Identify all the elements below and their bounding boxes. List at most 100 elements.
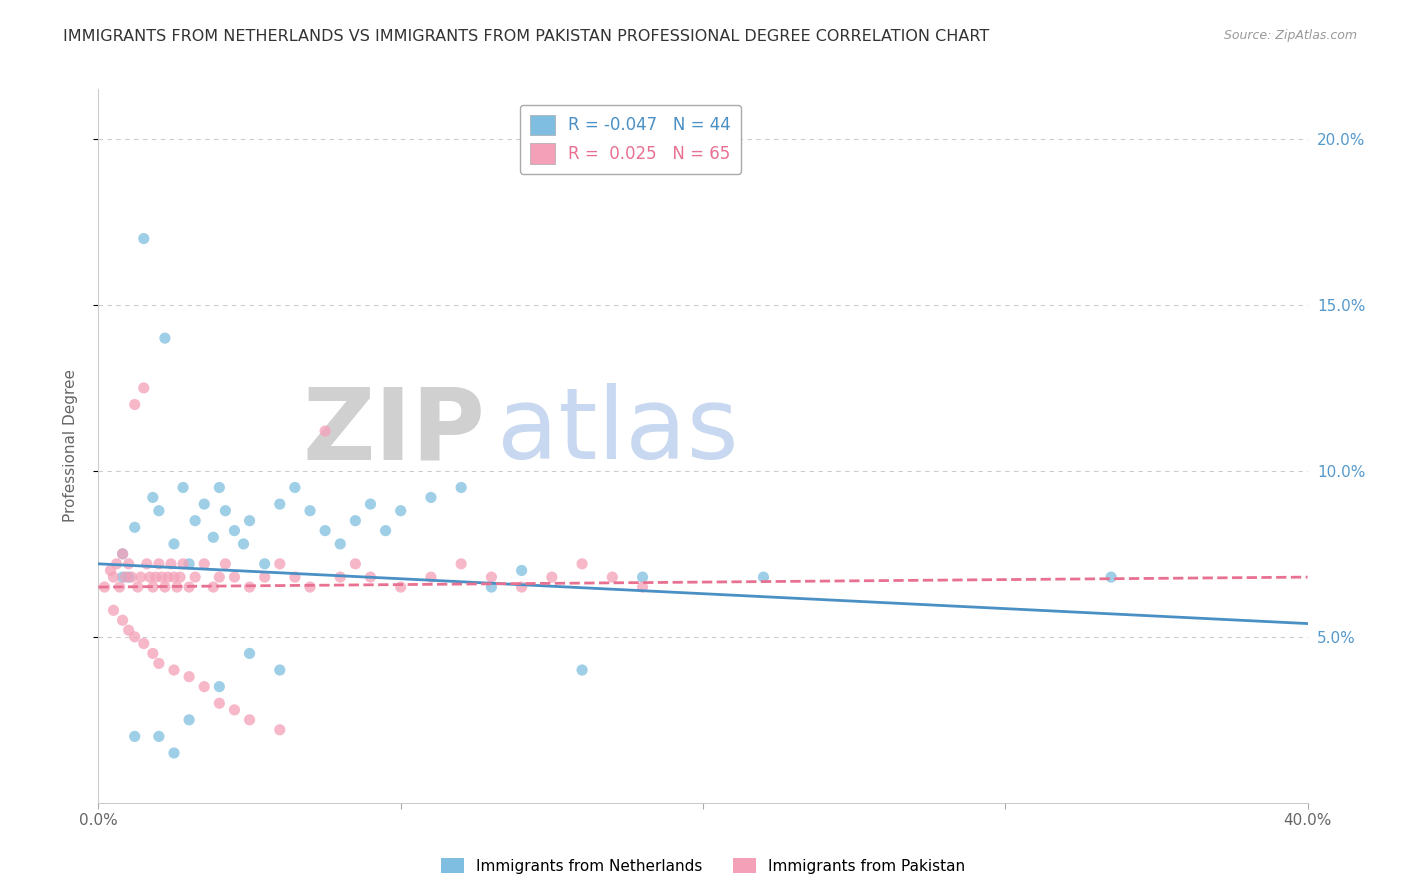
Point xyxy=(118,624,141,638)
Point xyxy=(132,231,155,245)
Point xyxy=(269,663,291,677)
Point xyxy=(540,570,562,584)
Point xyxy=(193,680,215,694)
Point xyxy=(163,570,186,584)
Point xyxy=(103,603,125,617)
Legend: Immigrants from Netherlands, Immigrants from Pakistan: Immigrants from Netherlands, Immigrants … xyxy=(434,852,972,880)
Point xyxy=(420,570,443,584)
Point xyxy=(360,570,382,584)
Point xyxy=(148,657,170,671)
Point xyxy=(214,504,236,518)
Point xyxy=(239,580,262,594)
Point xyxy=(132,636,155,650)
Point xyxy=(374,524,396,538)
Point xyxy=(510,564,533,578)
Point xyxy=(344,514,367,528)
Point xyxy=(314,424,336,438)
Point xyxy=(602,570,624,584)
Point xyxy=(450,557,472,571)
Point xyxy=(108,580,131,594)
Point xyxy=(124,630,146,644)
Point xyxy=(239,647,262,661)
Point xyxy=(166,580,188,594)
Point xyxy=(450,481,472,495)
Point xyxy=(172,557,194,571)
Point xyxy=(179,670,201,684)
Point xyxy=(160,557,183,571)
Point xyxy=(239,514,262,528)
Point xyxy=(284,481,307,495)
Point xyxy=(184,514,207,528)
Point xyxy=(253,557,276,571)
Point xyxy=(111,547,134,561)
Point xyxy=(179,713,201,727)
Point xyxy=(163,746,186,760)
Point xyxy=(1099,570,1122,584)
Point xyxy=(100,564,122,578)
Point xyxy=(179,557,201,571)
Y-axis label: Professional Degree: Professional Degree xyxy=(63,369,77,523)
Point xyxy=(142,580,165,594)
Point xyxy=(153,580,176,594)
Point xyxy=(269,557,291,571)
Point xyxy=(145,570,167,584)
Point xyxy=(208,570,231,584)
Point xyxy=(148,557,170,571)
Point xyxy=(224,570,246,584)
Point xyxy=(153,331,176,345)
Point xyxy=(163,663,186,677)
Point xyxy=(389,504,412,518)
Point xyxy=(169,570,191,584)
Point xyxy=(389,580,412,594)
Point xyxy=(139,570,162,584)
Point xyxy=(172,481,194,495)
Point xyxy=(631,570,654,584)
Point xyxy=(132,381,155,395)
Point xyxy=(299,580,322,594)
Text: IMMIGRANTS FROM NETHERLANDS VS IMMIGRANTS FROM PAKISTAN PROFESSIONAL DEGREE CORR: IMMIGRANTS FROM NETHERLANDS VS IMMIGRANT… xyxy=(63,29,990,44)
Point xyxy=(314,524,336,538)
Point xyxy=(269,723,291,737)
Point xyxy=(299,504,322,518)
Point xyxy=(105,557,128,571)
Point xyxy=(224,524,246,538)
Legend: R = -0.047   N = 44, R =  0.025   N = 65: R = -0.047 N = 44, R = 0.025 N = 65 xyxy=(520,104,741,174)
Point xyxy=(142,491,165,505)
Point xyxy=(631,580,654,594)
Point xyxy=(253,570,276,584)
Point xyxy=(114,570,136,584)
Point xyxy=(202,580,225,594)
Point xyxy=(214,557,236,571)
Point xyxy=(344,557,367,571)
Text: atlas: atlas xyxy=(498,384,740,480)
Point xyxy=(420,491,443,505)
Point xyxy=(111,613,134,627)
Point xyxy=(118,557,141,571)
Point xyxy=(124,397,146,411)
Point xyxy=(208,481,231,495)
Point xyxy=(481,580,503,594)
Point xyxy=(124,520,146,534)
Point xyxy=(163,537,186,551)
Point xyxy=(571,557,593,571)
Point xyxy=(148,730,170,744)
Point xyxy=(148,504,170,518)
Point xyxy=(124,730,146,744)
Point xyxy=(224,703,246,717)
Point xyxy=(184,570,207,584)
Text: ZIP: ZIP xyxy=(302,384,485,480)
Point xyxy=(118,570,141,584)
Point xyxy=(179,580,201,594)
Point xyxy=(127,580,149,594)
Point xyxy=(208,680,231,694)
Point xyxy=(93,580,115,594)
Point xyxy=(150,570,173,584)
Point xyxy=(269,497,291,511)
Point xyxy=(103,570,125,584)
Point xyxy=(208,696,231,710)
Point xyxy=(193,557,215,571)
Point xyxy=(202,530,225,544)
Point xyxy=(329,570,352,584)
Point xyxy=(752,570,775,584)
Point xyxy=(510,580,533,594)
